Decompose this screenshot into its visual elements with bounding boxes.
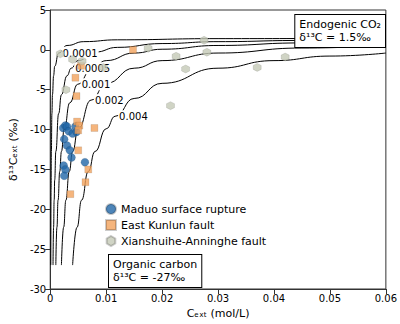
svg-text:0: 0 (40, 44, 46, 55)
svg-text:0.004: 0.004 (119, 111, 148, 122)
svg-text:0.0005: 0.0005 (75, 62, 111, 74)
svg-text:0.04: 0.04 (263, 293, 285, 304)
svg-text:0.05: 0.05 (319, 293, 341, 304)
svg-text:0.02: 0.02 (151, 293, 173, 304)
svg-text:0.01: 0.01 (95, 293, 117, 304)
svg-text:Endogenic CO₂: Endogenic CO₂ (299, 18, 381, 31)
svg-text:-15: -15 (30, 164, 46, 175)
svg-text:0.0001: 0.0001 (63, 48, 98, 59)
svg-text:0.001: 0.001 (82, 79, 111, 90)
svg-text:5: 5 (40, 5, 46, 16)
svg-text:Xianshuihe-Anninghe fault: Xianshuihe-Anninghe fault (121, 235, 267, 248)
svg-text:-25: -25 (30, 244, 46, 255)
svg-text:-10: -10 (30, 124, 46, 135)
svg-text:-30: -30 (30, 284, 46, 295)
svg-text:0.03: 0.03 (207, 293, 229, 304)
svg-text:East Kunlun fault: East Kunlun fault (121, 219, 215, 232)
svg-text:0.002: 0.002 (95, 95, 124, 106)
svg-text:0.06: 0.06 (375, 293, 397, 304)
svg-text:Maduo surface rupture: Maduo surface rupture (121, 203, 247, 216)
svg-text:δ¹³C = -27‰: δ¹³C = -27‰ (113, 271, 185, 284)
svg-text:0: 0 (47, 293, 53, 304)
svg-text:δ¹³C = 1.5‰: δ¹³C = 1.5‰ (299, 31, 371, 44)
svg-text:-20: -20 (30, 204, 46, 215)
svg-text:Organic carbon: Organic carbon (113, 258, 197, 271)
svg-text:Cₑₓₜ (mol/L): Cₑₓₜ (mol/L) (187, 307, 250, 320)
svg-text:-5: -5 (36, 84, 46, 95)
svg-text:δ¹³Cₑₓₜ (‰): δ¹³Cₑₓₜ (‰) (7, 118, 20, 181)
